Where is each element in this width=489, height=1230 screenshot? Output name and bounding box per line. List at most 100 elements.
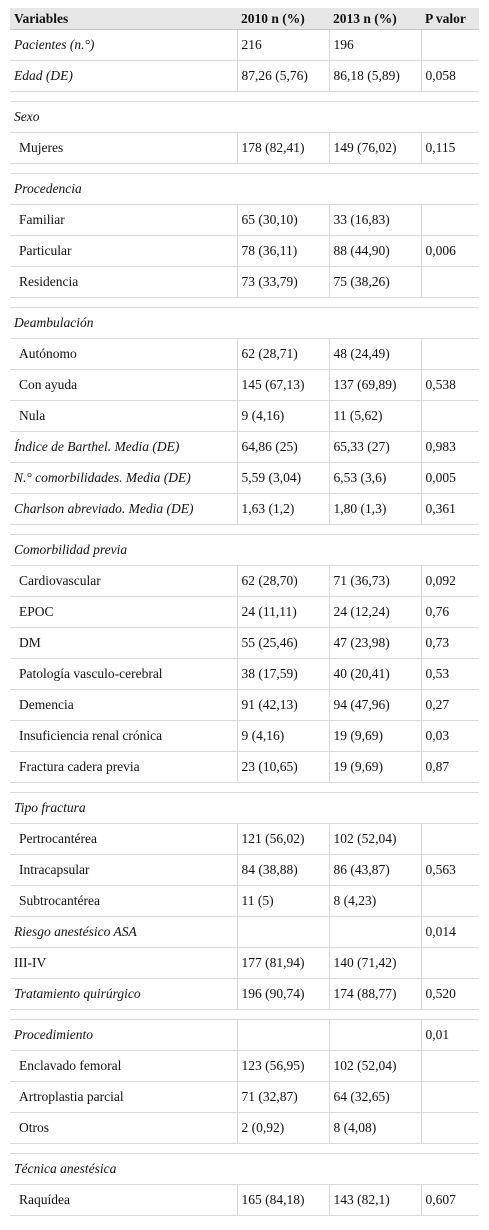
- row-label: N.° comorbilidades. Media (DE): [10, 462, 237, 494]
- cell-2013: 11 (5,62): [328, 400, 421, 432]
- table-row: Tratamiento quirúrgico 196 (90,74) 174 (88…: [10, 978, 479, 1010]
- cell-2013: 174 (88,77): [328, 978, 421, 1010]
- cell-pvalue: [420, 1050, 479, 1082]
- table-row: Pertrocantérea 121 (56,02) 102 (52,04): [10, 823, 479, 855]
- header-variables: Variables: [10, 8, 237, 30]
- cell-2013: [328, 1019, 421, 1051]
- spacer-row: [10, 1143, 479, 1154]
- header-2010: 2010 n (%): [237, 8, 329, 30]
- cell-pvalue: 0,53: [420, 658, 479, 690]
- row-label: Intracapsular: [10, 854, 237, 886]
- row-label: Procedimiento: [10, 1019, 237, 1051]
- section-row: Deambulación: [10, 307, 479, 339]
- table-row: Cardiovascular 62 (28,70) 71 (36,73) 0,092: [10, 565, 479, 597]
- cell-2010: 65 (30,10): [236, 204, 329, 236]
- table-row: Artroplastia parcial 71 (32,87) 64 (32,65): [10, 1081, 479, 1113]
- spacer-row: [10, 91, 479, 102]
- cell-2010: 78 (36,11): [236, 235, 329, 267]
- cell-2013: 71 (36,73): [328, 565, 421, 597]
- cell-pvalue: 0,73: [420, 627, 479, 659]
- header-pvalue: P valor: [421, 8, 479, 30]
- cell-pvalue: 0,014: [420, 916, 479, 948]
- cell-2013: 137 (69,89): [328, 369, 421, 401]
- cell-2013: 64 (32,65): [328, 1081, 421, 1113]
- cell-2013: 140 (71,42): [328, 947, 421, 979]
- cell-pvalue: [420, 1081, 479, 1113]
- cell-pvalue: [420, 400, 479, 432]
- table-row: Demencia 91 (42,13) 94 (47,96) 0,27: [10, 689, 479, 721]
- cell-2013: 1,80 (1,3): [328, 493, 421, 525]
- cell-2013: 88 (44,90): [328, 235, 421, 267]
- cell-pvalue: 0,76: [420, 596, 479, 628]
- row-label: Pacientes (n.°): [10, 29, 237, 61]
- row-label: Pertrocantérea: [10, 823, 237, 855]
- section-label: Técnica anestésica: [10, 1153, 479, 1185]
- row-label: Fractura cadera previa: [10, 751, 237, 783]
- cell-2013: 40 (20,41): [328, 658, 421, 690]
- section-label: Comorbilidad previa: [10, 534, 479, 566]
- cell-2013: [328, 916, 421, 948]
- cell-2013: 149 (76,02): [328, 132, 421, 164]
- cell-2010: 38 (17,59): [236, 658, 329, 690]
- table-row: Índice de Barthel. Media (DE) 64,86 (25) 6…: [10, 431, 479, 463]
- cell-pvalue: 0,005: [420, 462, 479, 494]
- cell-2010: 84 (38,88): [236, 854, 329, 886]
- cell-pvalue: 0,01: [420, 1019, 479, 1051]
- cell-pvalue: 0,361: [420, 493, 479, 525]
- row-label: Raquídea: [10, 1184, 237, 1216]
- cell-2013: 143 (82,1): [328, 1184, 421, 1216]
- cell-pvalue: 0,520: [420, 978, 479, 1010]
- cell-2013: 33 (16,83): [328, 204, 421, 236]
- cell-2010: 1,63 (1,2): [236, 493, 329, 525]
- table-row: Residencia 73 (33,79) 75 (38,26): [10, 266, 479, 298]
- cell-2010: 196 (90,74): [236, 978, 329, 1010]
- cell-2010: 62 (28,70): [236, 565, 329, 597]
- cell-2010: 145 (67,13): [236, 369, 329, 401]
- table-row: Raquídea 165 (84,18) 143 (82,1) 0,607: [10, 1184, 479, 1216]
- cell-pvalue: 0,87: [420, 751, 479, 783]
- table-row: EPOC 24 (11,11) 24 (12,24) 0,76: [10, 596, 479, 628]
- cell-pvalue: [420, 947, 479, 979]
- table-row: Edad (DE) 87,26 (5,76) 86,18 (5,89) 0,058: [10, 60, 479, 92]
- table-row: Fractura cadera previa 23 (10,65) 19 (9,69…: [10, 751, 479, 783]
- spacer-row: [10, 524, 479, 535]
- row-label: DM: [10, 627, 237, 659]
- cell-2010: 62 (28,71): [236, 338, 329, 370]
- table-row: Insuficiencia renal crónica 9 (4,16) 19 (9…: [10, 720, 479, 752]
- row-label: Autónomo: [10, 338, 237, 370]
- cell-2013: 75 (38,26): [328, 266, 421, 298]
- row-label: Residencia: [10, 266, 237, 298]
- table-row: Familiar 65 (30,10) 33 (16,83): [10, 204, 479, 236]
- row-label: Familiar: [10, 204, 237, 236]
- table-header: Variables 2010 n (%) 2013 n (%) P valor: [10, 8, 479, 30]
- table-row: Nula 9 (4,16) 11 (5,62): [10, 400, 479, 432]
- row-label: Subtrocantérea: [10, 885, 237, 917]
- row-label: III-IV: [10, 947, 237, 979]
- table-row: Pacientes (n.°) 216 196: [10, 29, 479, 61]
- table-row: Procedimiento 0,01: [10, 1019, 479, 1051]
- table-row: Riesgo anestésico ASA 0,014: [10, 916, 479, 948]
- cell-2010: 9 (4,16): [236, 400, 329, 432]
- header-2013: 2013 n (%): [329, 8, 421, 30]
- spacer-row: [10, 782, 479, 793]
- section-row: Técnica anestésica: [10, 1153, 479, 1185]
- cell-2013: 48 (24,49): [328, 338, 421, 370]
- row-label: Con ayuda: [10, 369, 237, 401]
- cell-2013: 94 (47,96): [328, 689, 421, 721]
- cell-pvalue: [420, 204, 479, 236]
- section-row: Comorbilidad previa: [10, 534, 479, 566]
- spacer-row: [10, 297, 479, 308]
- data-table: Variables 2010 n (%) 2013 n (%) P valor …: [10, 8, 479, 1216]
- row-label: EPOC: [10, 596, 237, 628]
- spacer-row: [10, 1009, 479, 1020]
- cell-pvalue: 0,092: [420, 565, 479, 597]
- cell-2013: 86 (43,87): [328, 854, 421, 886]
- cell-2010: 71 (32,87): [236, 1081, 329, 1113]
- cell-2010: 177 (81,94): [236, 947, 329, 979]
- table-row: N.° comorbilidades. Media (DE) 5,59 (3,04…: [10, 462, 479, 494]
- cell-2010: [236, 916, 329, 948]
- row-label: Enclavado femoral: [10, 1050, 237, 1082]
- spacer-row: [10, 163, 479, 174]
- cell-2010: 178 (82,41): [236, 132, 329, 164]
- section-label: Sexo: [10, 101, 479, 133]
